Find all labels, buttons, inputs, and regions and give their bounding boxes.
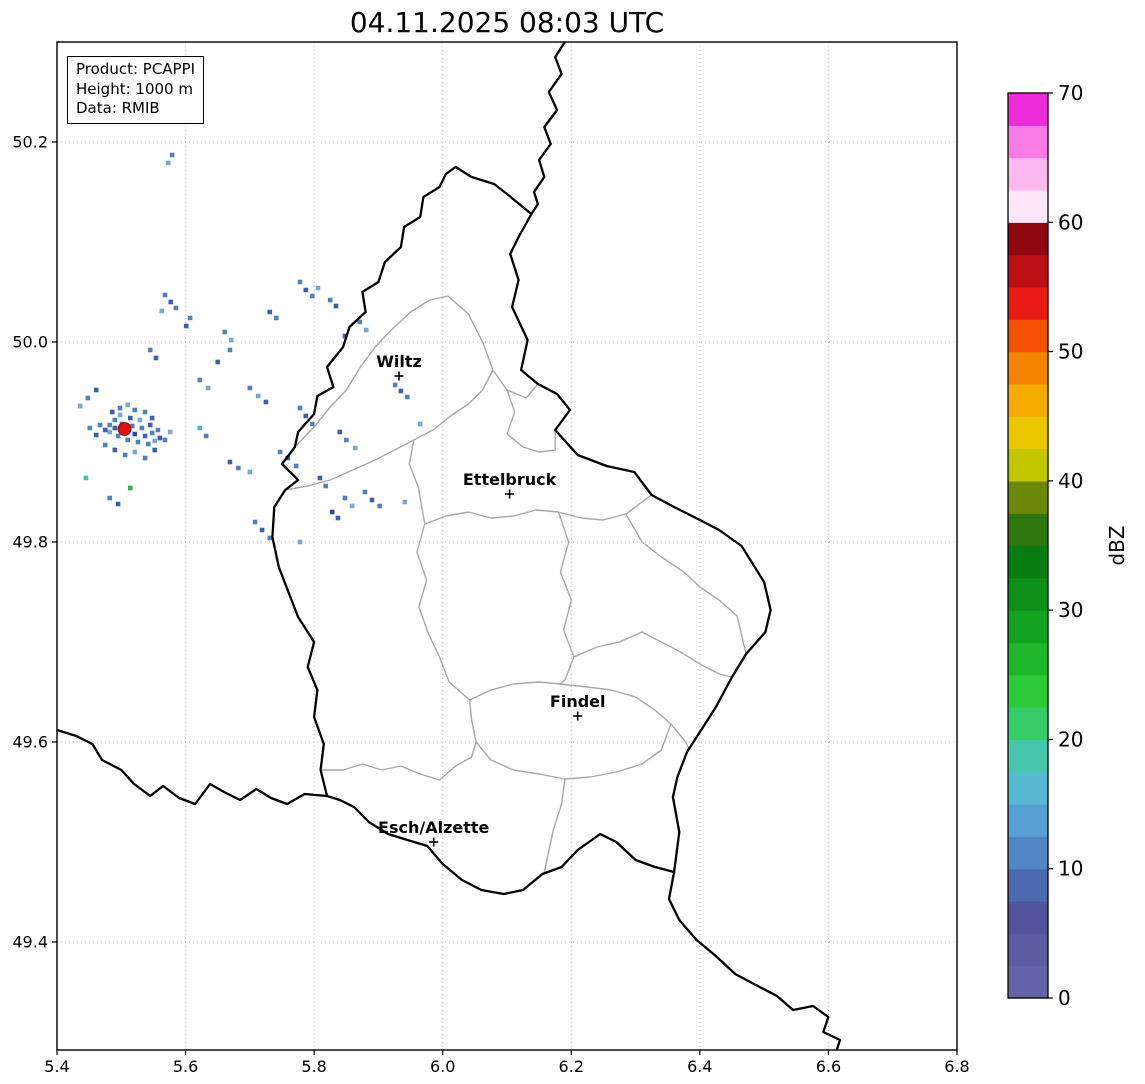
city-marker [429, 837, 439, 847]
colorbar-segment [1008, 642, 1048, 676]
plot-frame [56, 41, 958, 1051]
colorbar-segment [1008, 933, 1048, 967]
colorbar-tick-label: 50 [1058, 340, 1083, 364]
country-borders [57, 42, 842, 1050]
colorbar-segment [1008, 222, 1048, 256]
colorbar-segment [1008, 416, 1048, 450]
axis-ticks: 5.4 5.6 5.8 6.0 6.2 6.4 6.6 6.8 49.4 49.6 49.8 50.0… [12, 133, 969, 1077]
colorbar-segment [1008, 610, 1048, 644]
colorbar-unit-label: dBZ [1105, 525, 1129, 565]
x-tick-label: 6.6 [816, 1057, 841, 1076]
colorbar-segment [1008, 319, 1048, 353]
x-tick-label: 6.4 [687, 1057, 712, 1076]
colorbar-segment [1008, 739, 1048, 773]
region-border [284, 369, 494, 491]
region-border [543, 778, 566, 873]
city-label: Wiltz [376, 352, 422, 371]
x-tick-label: 6.8 [944, 1057, 969, 1076]
city-marker [573, 711, 583, 721]
colorbar-segment [1008, 577, 1048, 611]
region-border [670, 723, 690, 750]
colorbar-segment [1008, 513, 1048, 547]
region-borders [284, 295, 747, 873]
region-border [469, 681, 672, 780]
y-tick-label: 49.6 [12, 733, 48, 752]
colorbar-segment [1008, 383, 1048, 417]
colorbar-segment [1008, 804, 1048, 837]
region-border [408, 439, 471, 701]
plot-title: 04.11.2025 08:03 UTC [349, 6, 665, 39]
colorbar-segment [1008, 93, 1048, 126]
colorbar: 0 10 20 30 40 50 60 70 dBZ [1007, 81, 1129, 1010]
region-border [625, 513, 747, 655]
colorbar-segment [1008, 189, 1048, 223]
x-tick-label: 5.8 [301, 1057, 326, 1076]
colorbar-segment [1008, 480, 1048, 514]
region-border [573, 631, 733, 678]
colorbar-segment [1008, 707, 1048, 741]
colorbar-tick-label: 20 [1058, 727, 1083, 751]
city-label: Findel [550, 692, 606, 711]
colorbar-segment [1008, 771, 1048, 805]
country-border [57, 728, 329, 806]
y-tick-label: 50.2 [12, 133, 48, 152]
region-border [319, 741, 477, 781]
city-marker [394, 371, 404, 381]
colorbar-tick-label: 30 [1058, 598, 1083, 622]
colorbar-segment [1008, 965, 1048, 999]
gridlines [57, 42, 957, 1050]
radar-site-marker [117, 422, 132, 436]
region-border [557, 511, 575, 685]
country-border [667, 870, 842, 1050]
info-box: Product: PCAPPI Height: 1000 m Data: RMI… [67, 56, 205, 124]
colorbar-segment [1008, 674, 1048, 708]
city-marker [505, 489, 515, 499]
colorbar-segment [1008, 901, 1048, 934]
colorbar-tick-label: 70 [1058, 81, 1083, 105]
colorbar-frame [1007, 92, 1049, 999]
country-border [530, 42, 567, 216]
colorbar-segment [1008, 157, 1048, 191]
y-tick-label: 49.4 [12, 933, 48, 952]
region-border [506, 389, 556, 453]
x-tick-label: 6.0 [430, 1057, 455, 1076]
city-label: Ettelbruck [463, 470, 557, 489]
info-line-product: Product: PCAPPI [76, 60, 196, 78]
colorbar-segment [1008, 254, 1048, 288]
colorbar-tick-label: 0 [1058, 986, 1071, 1010]
colorbar-segment [1008, 125, 1048, 159]
colorbar-tick-label: 40 [1058, 469, 1083, 493]
country-border [271, 165, 772, 896]
cities: Wiltz Ettelbruck Findel Esch/Alzette [376, 352, 606, 847]
info-line-data: Data: RMIB [76, 99, 160, 117]
x-tick-label: 5.4 [44, 1057, 69, 1076]
y-tick-label: 50.0 [12, 333, 48, 352]
y-tick-label: 49.8 [12, 533, 48, 552]
map-area: Wiltz Ettelbruck Findel Esch/Alzette [57, 42, 957, 1050]
radar-echoes [77, 152, 423, 545]
colorbar-segment [1008, 286, 1048, 320]
x-tick-label: 6.2 [559, 1057, 584, 1076]
colorbar-tick-label: 10 [1058, 857, 1083, 881]
colorbar-tick-label: 60 [1058, 210, 1083, 234]
info-line-height: Height: 1000 m [76, 79, 193, 98]
colorbar-segment [1008, 448, 1048, 482]
colorbar-segment [1008, 868, 1048, 902]
colorbar-segment [1008, 836, 1048, 870]
x-tick-label: 5.6 [173, 1057, 198, 1076]
colorbar-segment [1008, 351, 1048, 385]
region-border [424, 494, 653, 525]
colorbar-segment [1008, 545, 1048, 579]
region-border [294, 295, 539, 448]
city-label: Esch/Alzette [378, 818, 490, 837]
